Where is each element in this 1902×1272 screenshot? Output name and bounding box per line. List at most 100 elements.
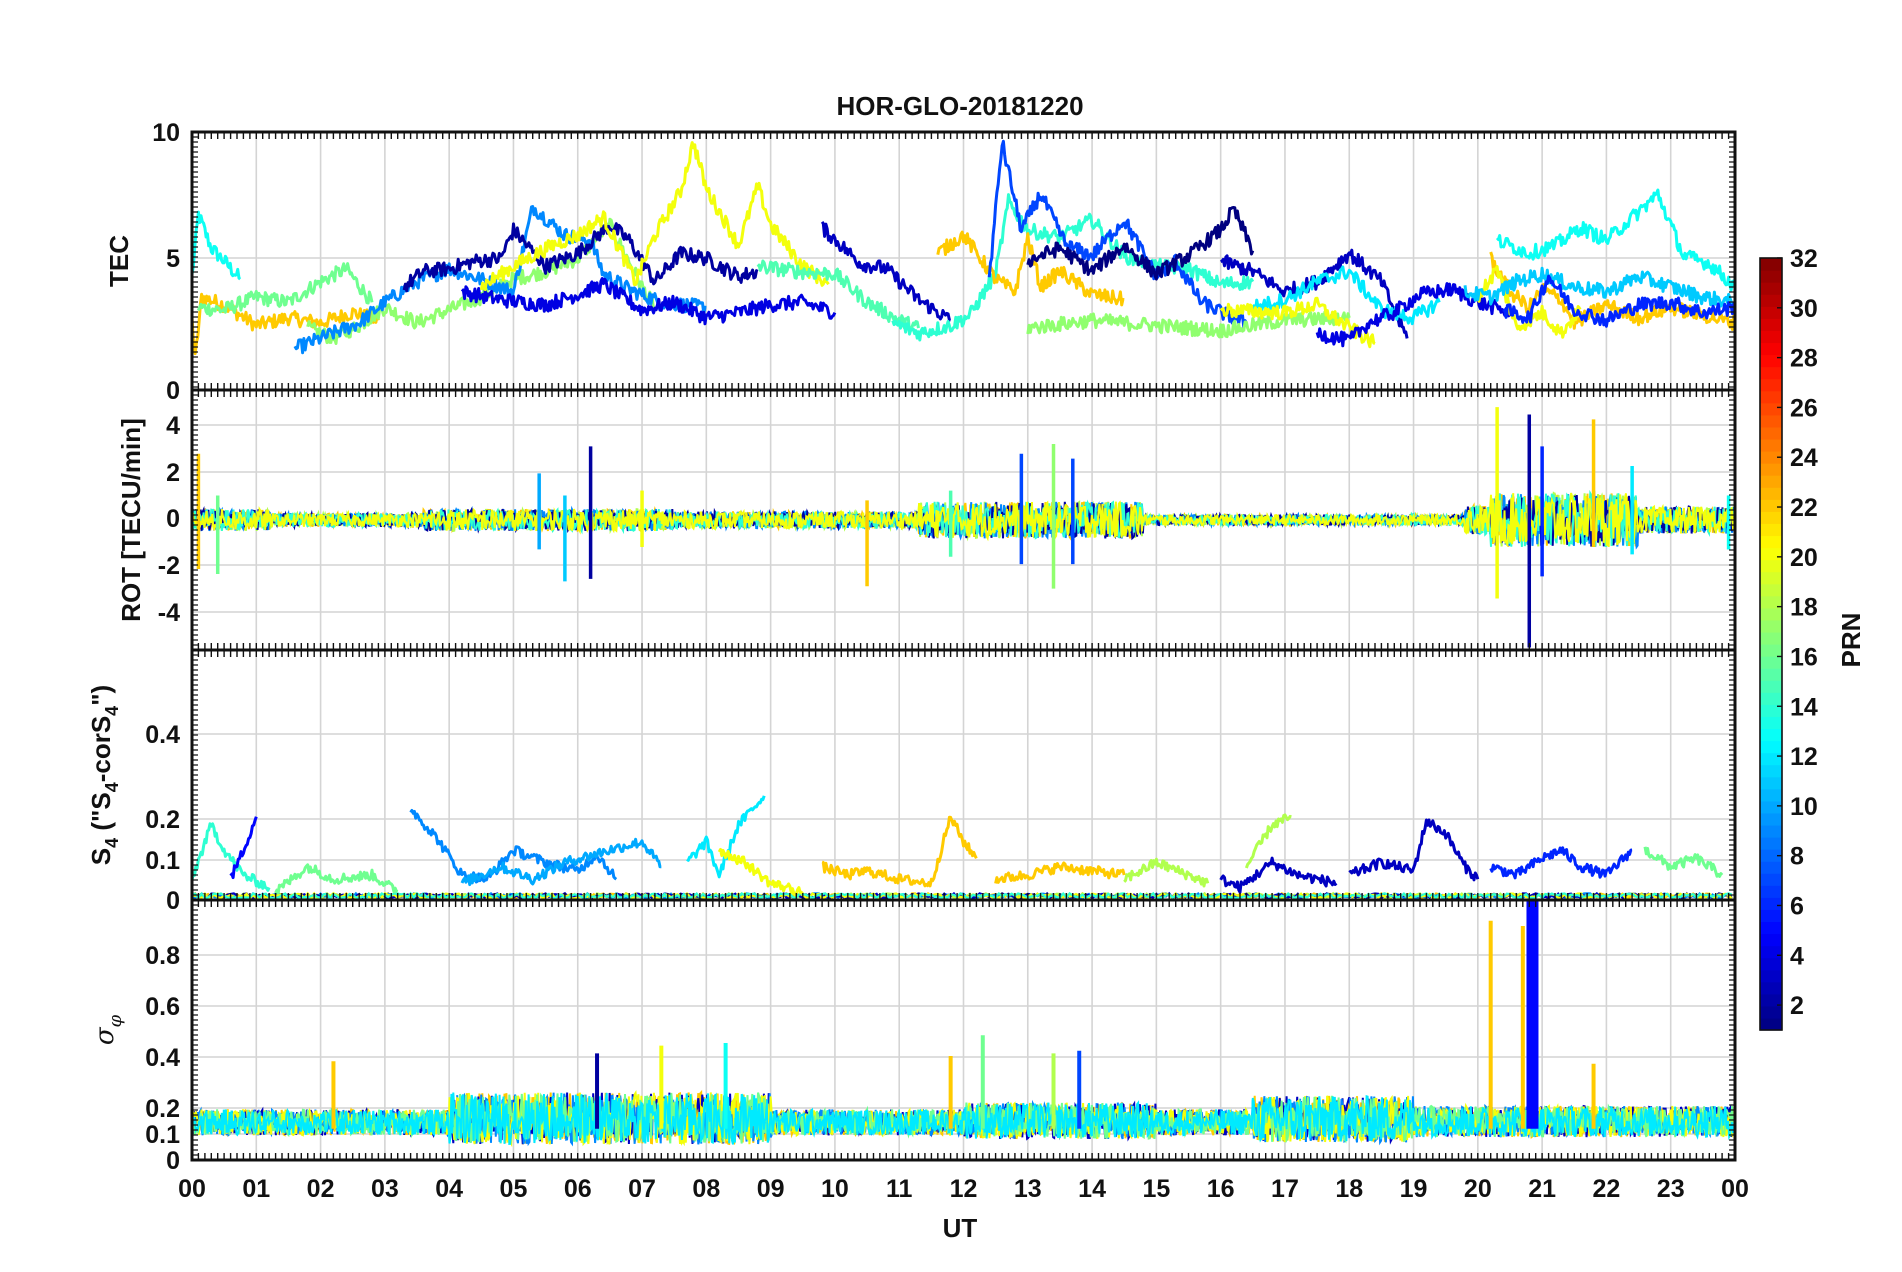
colorbar-band [1760,402,1782,416]
x-tick-label: 14 [1078,1175,1106,1203]
colorbar-band [1760,487,1782,500]
colorbar-band [1760,897,1782,910]
colorbar-band [1760,837,1782,850]
series-prn-20 [717,847,804,896]
x-tick-label: 04 [435,1175,463,1203]
colorbar-band [1760,788,1782,802]
series-prn-3 [1348,818,1480,882]
colorbar-band [1760,306,1782,319]
panel-sigma: 00.10.2 0.4 0.6 0.8 σφ [90,898,1737,1175]
rot-trace-prn-20 [191,491,1735,547]
colorbar-band [1760,752,1782,766]
series-prn-17 [1026,310,1351,339]
series-prn-1 [1026,206,1255,281]
chart-title: HOR-GLO-20181220 [836,91,1083,121]
colorbar-band [1760,1017,1782,1031]
x-minor-ticks [191,390,1730,650]
colorbar-band [1760,692,1782,705]
sigma-trace-prn-12 [191,1092,1735,1146]
x-tick-label: 21 [1528,1175,1556,1203]
x-tick-label: 08 [692,1175,720,1203]
colorbar-band [1760,873,1782,886]
colorbar-band [1760,499,1782,512]
colorbar-tick-label: 20 [1790,544,1818,572]
colorbar-band [1760,619,1782,633]
x-tick-label: 00 [178,1175,206,1203]
colorbar-band [1760,342,1782,356]
colorbar-band [1760,776,1782,790]
series-prn-9 [409,809,618,884]
colorbar-tick-label: 4 [1790,942,1804,970]
colorbar-band [1760,414,1782,428]
y-axis-label-tec: TEC [104,235,134,287]
colorbar-band [1760,824,1782,838]
y-tick-label: 0.6 [145,993,180,1021]
y-minor-ticks [192,131,1735,388]
series-prn-22 [994,861,1126,884]
series-prn-22 [821,815,978,888]
series-prn-18 [1123,857,1210,888]
colorbar-band [1760,270,1782,283]
colorbar-band [1760,559,1782,573]
colorbar-band [1760,451,1782,464]
colorbar-band [1760,463,1782,476]
x-tick-label: 03 [371,1175,399,1203]
y-tick-label: 10 [152,119,180,147]
colorbar-band [1760,849,1782,862]
colorbar-band [1760,957,1782,971]
y-tick-label: 0.1 [145,847,180,875]
colorbar-band [1760,909,1782,923]
series-prn-10 [460,837,662,887]
y-minor-ticks [192,649,1735,901]
x-tick-label: 22 [1593,1175,1621,1203]
x-axis-label: UT [943,1213,978,1243]
colorbar-band [1760,728,1782,742]
x-tick-label: 18 [1335,1175,1363,1203]
colorbar-band [1760,740,1782,754]
series-prn-20 [1219,296,1376,349]
series-prn-4 [460,277,837,326]
colorbar-tick-label: 12 [1790,743,1818,771]
series-prn-16 [274,863,399,895]
y-minor-ticks [192,389,1735,651]
colorbar-band [1760,258,1782,271]
x-tick-label: 07 [628,1175,656,1203]
y-tick-label: 0.2 [145,806,180,834]
colorbar-tick-label: 24 [1790,444,1818,472]
colorbar-band [1760,511,1782,524]
colorbar-band [1760,668,1782,681]
x-tick-label: 02 [307,1175,335,1203]
colorbar-band [1760,704,1782,717]
series-prn-6 [1502,274,1737,328]
x-tick-label: 17 [1271,1175,1299,1203]
series-prn-6 [1489,846,1633,880]
y-tick-label: 0 [166,1147,180,1175]
colorbar-band [1760,583,1782,597]
series-prn-22 [936,230,1125,307]
colorbar-band [1760,330,1782,344]
series-prn-11 [1463,266,1737,310]
colorbar-band [1760,282,1782,295]
x-tick-label: 11 [886,1175,913,1203]
series-prn-22 [1489,251,1737,331]
x-tick-label: 00 [1721,1175,1749,1203]
x-minor-ticks [191,132,1730,390]
series-prn-16 [197,262,374,317]
y-tick-label: 4 [166,412,180,440]
y-tick-label: 0.4 [145,721,180,749]
colorbar-band [1760,595,1782,609]
colorbar-band [1760,800,1782,814]
colorbar-band [1760,378,1782,392]
colorbar-band [1760,764,1782,778]
y-tick-label: -4 [158,599,180,627]
x-tick-label: 06 [564,1175,592,1203]
y-tick-label: 0 [166,377,180,405]
series-prn-13 [1495,188,1737,292]
panel-rot: 4 2 0 -2 -4 ROT [TECU/min] [116,388,1737,652]
y-minor-ticks [192,899,1735,1161]
colorbar-tick-label: 10 [1790,793,1818,821]
colorbar-band [1760,294,1782,307]
colorbar-band [1760,933,1782,947]
colorbar-band [1760,571,1782,585]
series-prn-20 [479,141,830,292]
